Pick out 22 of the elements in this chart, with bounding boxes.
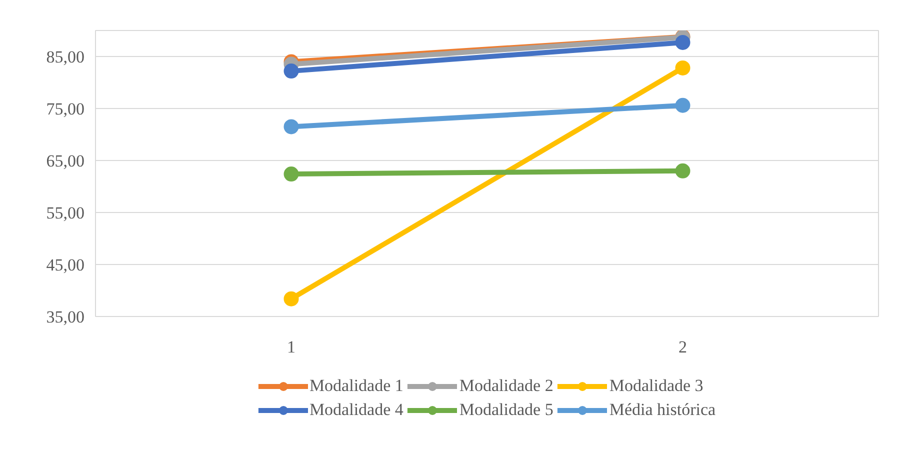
y-tick-label: 85,00 <box>46 48 84 66</box>
point <box>675 163 690 178</box>
point <box>284 166 299 182</box>
legend-label: Modalidade 1 <box>309 376 404 396</box>
legend-label: Modalidade 5 <box>459 400 554 420</box>
point <box>675 98 690 113</box>
legend-label: Média histórica <box>609 400 716 420</box>
y-tick-label: 65,00 <box>46 152 84 170</box>
y-tick-label: 35,00 <box>46 308 84 326</box>
point <box>675 34 690 50</box>
point <box>284 64 299 79</box>
point <box>675 60 690 76</box>
legend-label: Modalidade 3 <box>609 376 704 396</box>
legend-label: Modalidade 2 <box>459 376 554 396</box>
y-tick-label: 45,00 <box>46 256 84 274</box>
x-tick-label: 2 <box>678 338 687 356</box>
y-tick-label: 55,00 <box>46 204 84 222</box>
x-tick-label: 1 <box>287 338 296 356</box>
y-tick-label: 75,00 <box>46 100 84 118</box>
legend-label: Modalidade 4 <box>309 400 404 420</box>
point <box>284 291 299 306</box>
point <box>284 119 299 134</box>
